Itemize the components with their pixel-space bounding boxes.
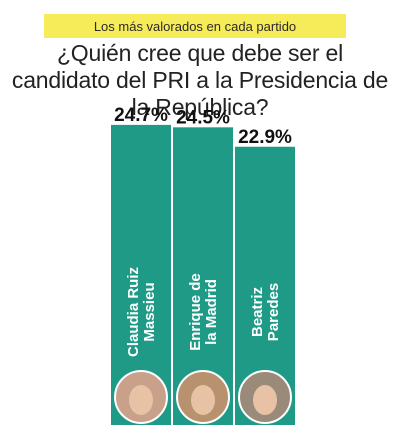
candidate-face-1 [129,385,153,415]
candidate-face-3 [253,385,277,415]
category-label-2: Enrique dela Madrid [187,273,220,351]
value-label-3: 22.9% [238,127,292,148]
category-label-1: Claudia RuizMassieu [125,267,158,357]
value-label-1: 24.7% [114,105,168,126]
candidate-face-2 [191,385,215,415]
chart-title: ¿Quién cree que debe ser el candidato de… [11,40,389,120]
header-banner: Los más valorados en cada partido [44,14,346,38]
value-label-2: 24.5% [176,107,230,128]
category-label-3: BeatrizParedes [249,283,282,341]
